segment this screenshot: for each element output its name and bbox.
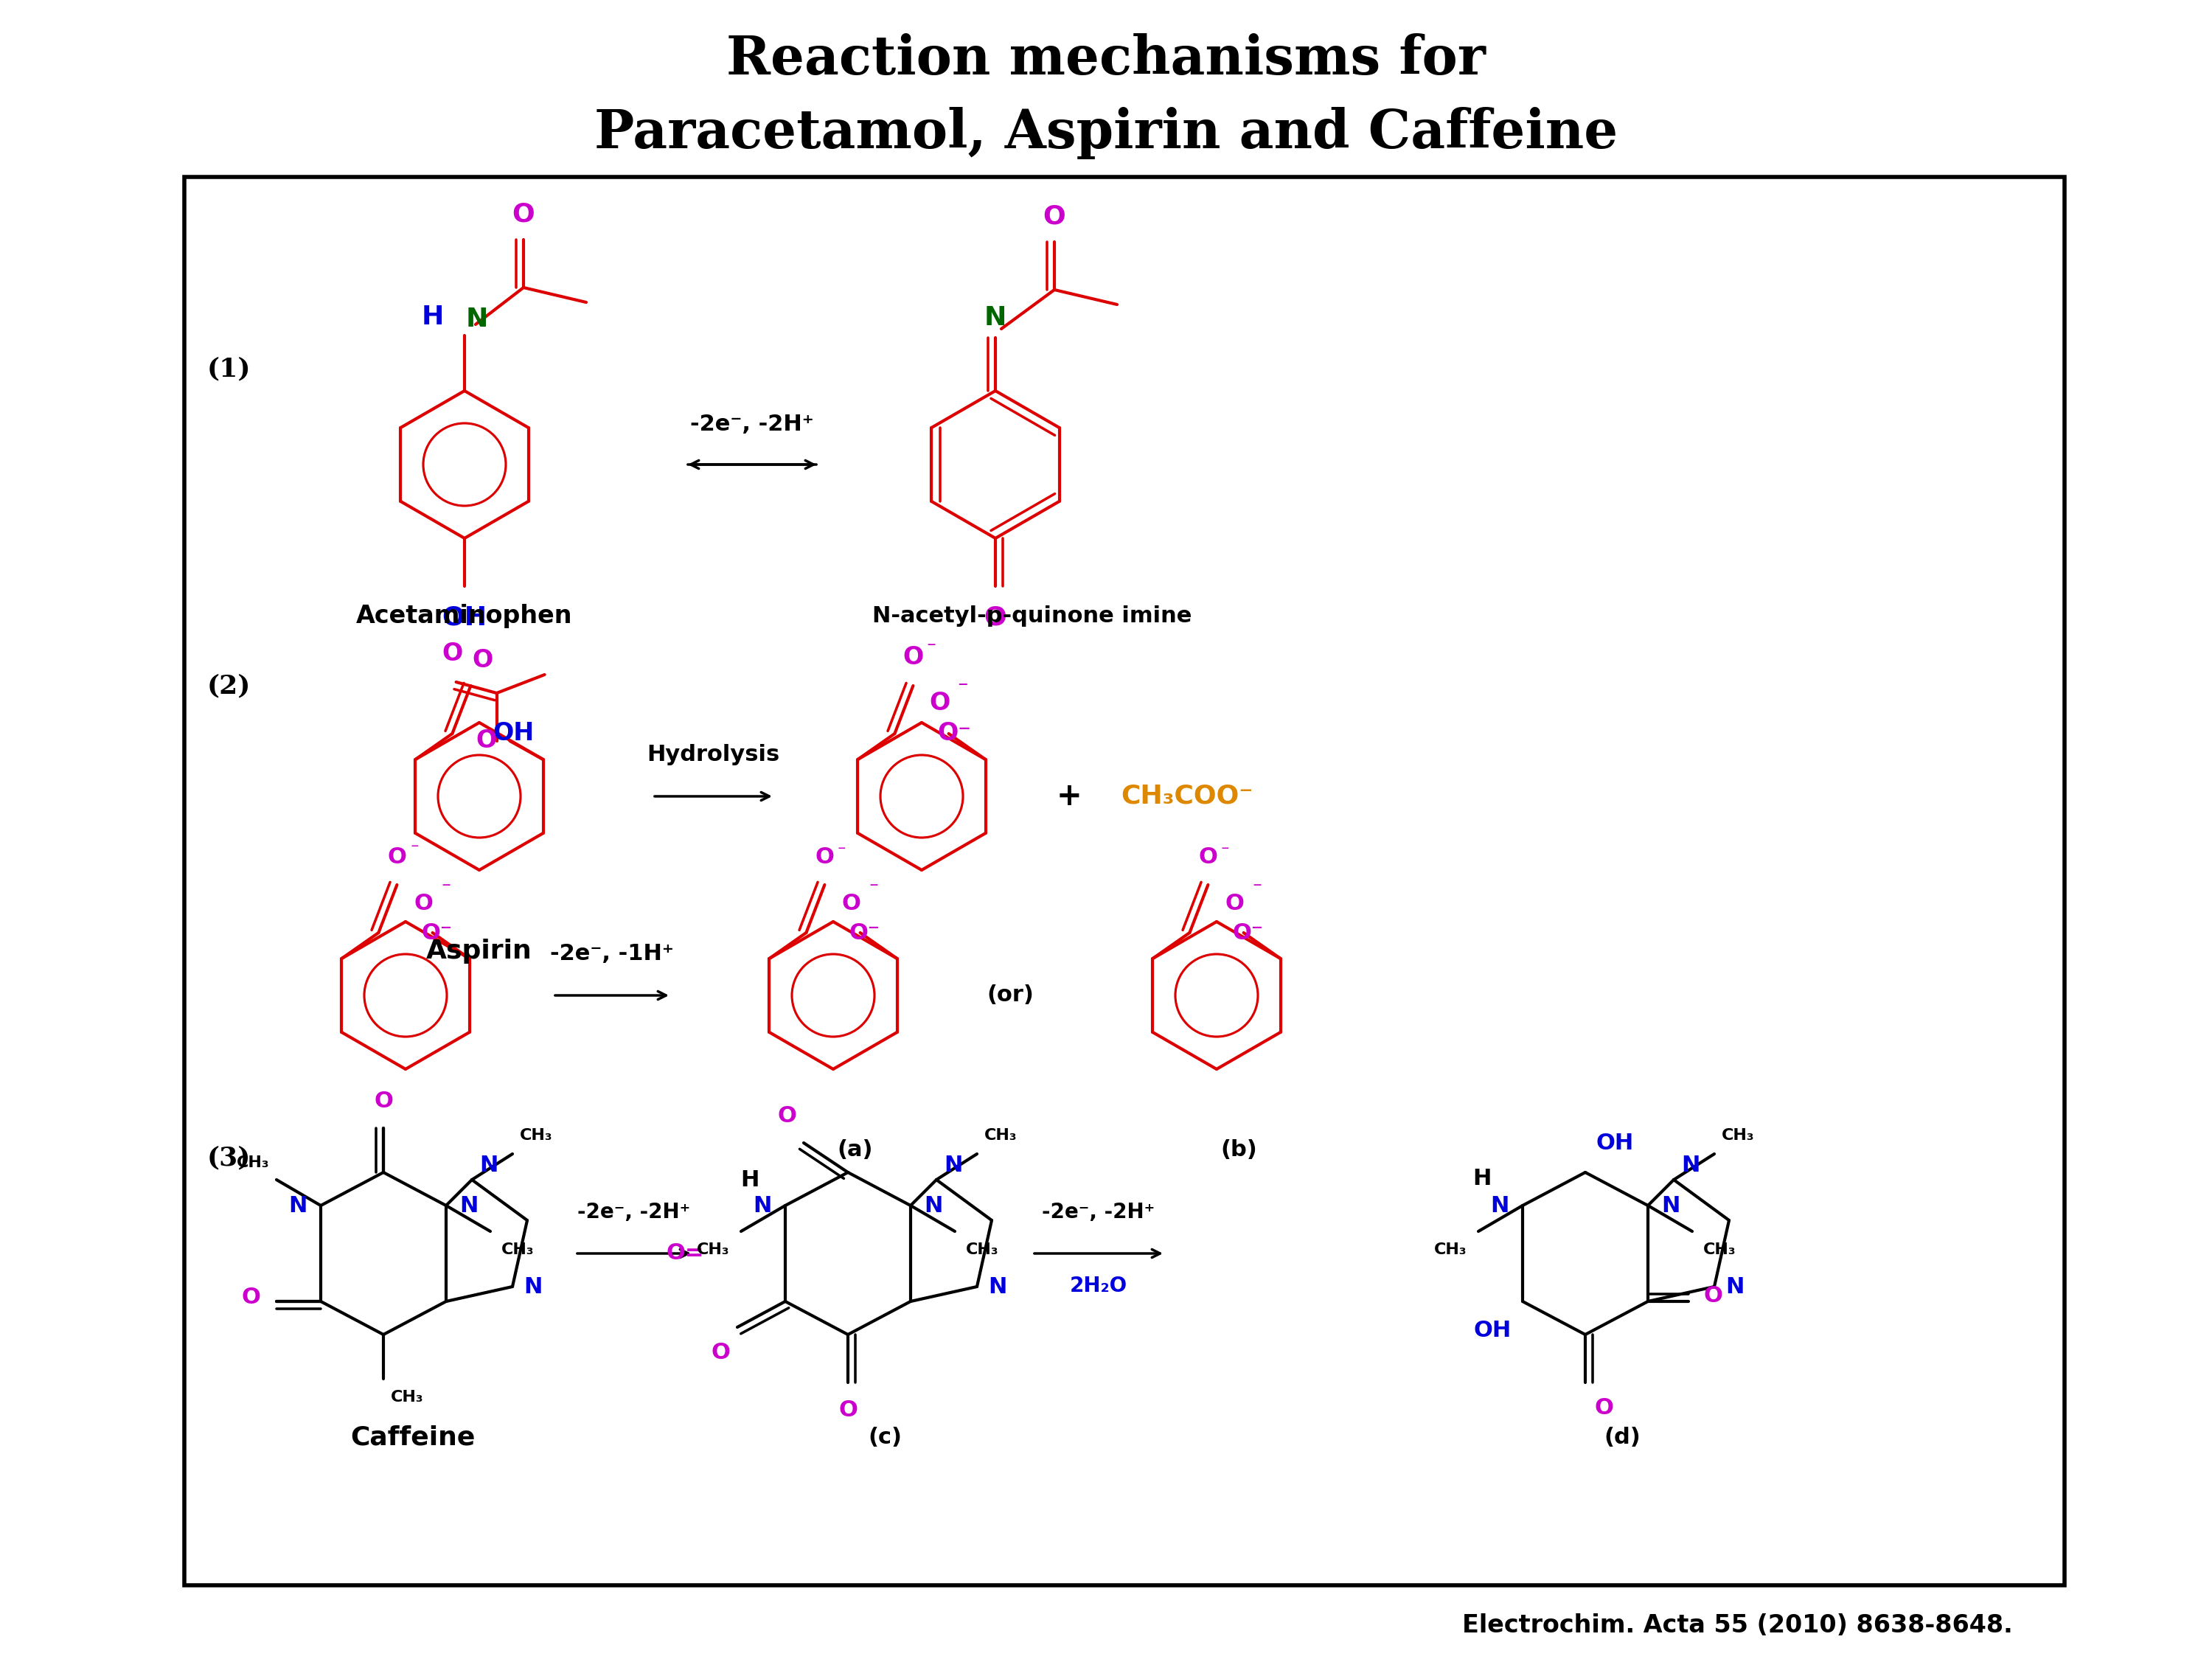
Text: CH₃: CH₃ bbox=[697, 1243, 730, 1258]
Text: O: O bbox=[843, 893, 860, 914]
Text: Electrochim. Acta 55 (2010) 8638-8648.: Electrochim. Acta 55 (2010) 8638-8648. bbox=[1462, 1614, 2013, 1637]
Text: CH₃: CH₃ bbox=[967, 1243, 1000, 1258]
Text: ⁻: ⁻ bbox=[1221, 844, 1230, 859]
Text: CH₃: CH₃ bbox=[237, 1155, 270, 1170]
Text: -2e⁻, -2H⁺: -2e⁻, -2H⁺ bbox=[577, 1201, 690, 1223]
Text: O: O bbox=[1703, 1284, 1723, 1306]
Text: O: O bbox=[241, 1287, 261, 1309]
Text: Reaction mechanisms for: Reaction mechanisms for bbox=[726, 33, 1486, 85]
Text: O: O bbox=[710, 1342, 730, 1364]
Text: Aspirin: Aspirin bbox=[427, 939, 533, 964]
Text: 2H₂O: 2H₂O bbox=[1071, 1276, 1128, 1296]
Text: (3): (3) bbox=[206, 1145, 250, 1170]
Text: Paracetamol, Aspirin and Caffeine: Paracetamol, Aspirin and Caffeine bbox=[595, 106, 1617, 159]
Text: N: N bbox=[1681, 1155, 1699, 1176]
Text: N: N bbox=[925, 1194, 942, 1216]
Text: ⁻: ⁻ bbox=[1252, 881, 1263, 898]
Text: ⁻: ⁻ bbox=[927, 640, 936, 657]
Text: (or): (or) bbox=[987, 985, 1033, 1005]
Text: N: N bbox=[945, 1155, 962, 1176]
Text: N: N bbox=[290, 1194, 307, 1216]
Text: (b): (b) bbox=[1221, 1140, 1256, 1161]
Text: O: O bbox=[414, 893, 434, 914]
Text: Acetaminophen: Acetaminophen bbox=[356, 604, 573, 627]
Text: ⁻: ⁻ bbox=[958, 679, 969, 698]
Text: OH: OH bbox=[1597, 1133, 1635, 1155]
Text: O⁻: O⁻ bbox=[938, 722, 971, 747]
Text: CH₃: CH₃ bbox=[1433, 1243, 1467, 1258]
Text: O: O bbox=[471, 649, 493, 672]
Text: N: N bbox=[524, 1276, 542, 1297]
Text: -2e⁻, -2H⁺: -2e⁻, -2H⁺ bbox=[690, 413, 814, 435]
Text: O: O bbox=[513, 201, 535, 226]
Text: O: O bbox=[929, 690, 951, 715]
Text: O: O bbox=[476, 728, 498, 753]
Text: ⁻: ⁻ bbox=[409, 843, 418, 856]
Text: O: O bbox=[442, 642, 462, 665]
Text: O: O bbox=[984, 604, 1006, 630]
Text: (2): (2) bbox=[206, 674, 250, 698]
Text: ⁻: ⁻ bbox=[869, 881, 878, 898]
Text: O=: O= bbox=[666, 1243, 703, 1264]
Text: O: O bbox=[902, 645, 925, 670]
Text: CH₃COO⁻: CH₃COO⁻ bbox=[1121, 783, 1254, 810]
Text: CH₃: CH₃ bbox=[502, 1243, 535, 1258]
Text: ⁻: ⁻ bbox=[442, 881, 451, 898]
Text: O: O bbox=[1044, 204, 1066, 229]
Text: N: N bbox=[460, 1194, 478, 1216]
Text: +: + bbox=[1057, 781, 1082, 811]
Text: H: H bbox=[741, 1170, 759, 1191]
Text: CH₃: CH₃ bbox=[1721, 1128, 1754, 1143]
Text: CH₃: CH₃ bbox=[392, 1390, 425, 1405]
Text: O: O bbox=[814, 846, 834, 868]
Text: O⁻: O⁻ bbox=[1232, 922, 1263, 944]
Text: Caffeine: Caffeine bbox=[349, 1425, 476, 1450]
Text: (c): (c) bbox=[867, 1427, 902, 1448]
Text: CH₃: CH₃ bbox=[520, 1128, 553, 1143]
Text: OH: OH bbox=[1473, 1321, 1511, 1340]
Bar bbox=[184, 178, 2064, 1586]
Text: (1): (1) bbox=[206, 357, 250, 382]
Text: CH₃: CH₃ bbox=[1703, 1243, 1736, 1258]
Text: N: N bbox=[1725, 1276, 1743, 1297]
Text: (d): (d) bbox=[1604, 1427, 1641, 1448]
Text: CH₃: CH₃ bbox=[984, 1128, 1018, 1143]
Text: O: O bbox=[1199, 846, 1217, 868]
Text: N: N bbox=[989, 1276, 1006, 1297]
Text: ⁻: ⁻ bbox=[836, 844, 845, 859]
Text: O: O bbox=[776, 1105, 796, 1126]
Text: N: N bbox=[984, 305, 1006, 330]
Text: O: O bbox=[374, 1090, 394, 1112]
Text: H: H bbox=[1473, 1168, 1491, 1190]
Text: O: O bbox=[1225, 893, 1245, 914]
Text: N: N bbox=[1491, 1194, 1509, 1216]
Text: H: H bbox=[422, 305, 445, 330]
Text: N: N bbox=[1661, 1194, 1679, 1216]
Text: N-acetyl-p-quinone imine: N-acetyl-p-quinone imine bbox=[872, 606, 1192, 627]
Text: O: O bbox=[387, 846, 407, 868]
Text: O: O bbox=[838, 1400, 858, 1420]
Text: O: O bbox=[1595, 1397, 1613, 1418]
Text: OH: OH bbox=[442, 604, 487, 630]
Text: N: N bbox=[480, 1155, 498, 1176]
Text: Hydrolysis: Hydrolysis bbox=[646, 743, 779, 765]
Text: -2e⁻, -2H⁺: -2e⁻, -2H⁺ bbox=[1042, 1201, 1155, 1223]
Text: N: N bbox=[754, 1194, 772, 1216]
Text: OH: OH bbox=[493, 722, 535, 747]
Text: (a): (a) bbox=[838, 1140, 874, 1161]
Text: -2e⁻, -1H⁺: -2e⁻, -1H⁺ bbox=[551, 942, 675, 964]
Text: O⁻: O⁻ bbox=[420, 922, 451, 944]
Text: N: N bbox=[467, 307, 489, 332]
Text: O⁻: O⁻ bbox=[849, 922, 880, 944]
